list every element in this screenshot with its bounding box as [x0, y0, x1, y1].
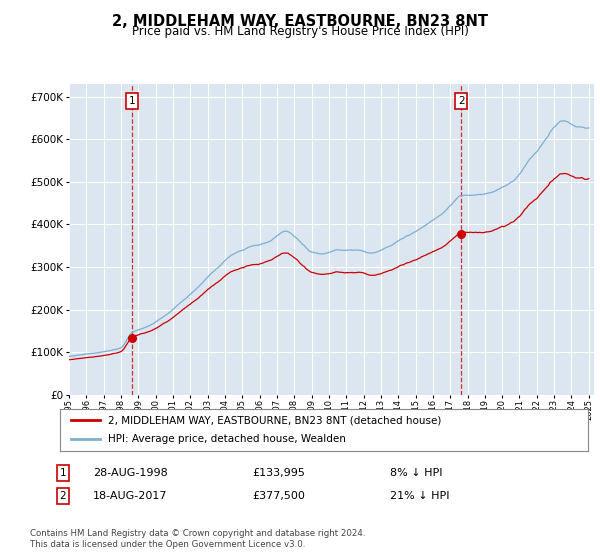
Text: 1: 1 — [59, 468, 67, 478]
Text: HPI: Average price, detached house, Wealden: HPI: Average price, detached house, Weal… — [107, 435, 346, 445]
Text: Price paid vs. HM Land Registry's House Price Index (HPI): Price paid vs. HM Land Registry's House … — [131, 25, 469, 38]
Text: 28-AUG-1998: 28-AUG-1998 — [93, 468, 168, 478]
Text: £133,995: £133,995 — [252, 468, 305, 478]
Text: 1: 1 — [129, 96, 136, 106]
Text: 2, MIDDLEHAM WAY, EASTBOURNE, BN23 8NT: 2, MIDDLEHAM WAY, EASTBOURNE, BN23 8NT — [112, 14, 488, 29]
Text: 21% ↓ HPI: 21% ↓ HPI — [390, 491, 449, 501]
Text: 2: 2 — [59, 491, 67, 501]
Text: 18-AUG-2017: 18-AUG-2017 — [93, 491, 167, 501]
Text: £377,500: £377,500 — [252, 491, 305, 501]
Text: Contains HM Land Registry data © Crown copyright and database right 2024.
This d: Contains HM Land Registry data © Crown c… — [30, 529, 365, 549]
Text: 8% ↓ HPI: 8% ↓ HPI — [390, 468, 443, 478]
Text: 2, MIDDLEHAM WAY, EASTBOURNE, BN23 8NT (detached house): 2, MIDDLEHAM WAY, EASTBOURNE, BN23 8NT (… — [107, 415, 441, 425]
Text: 2: 2 — [458, 96, 464, 106]
